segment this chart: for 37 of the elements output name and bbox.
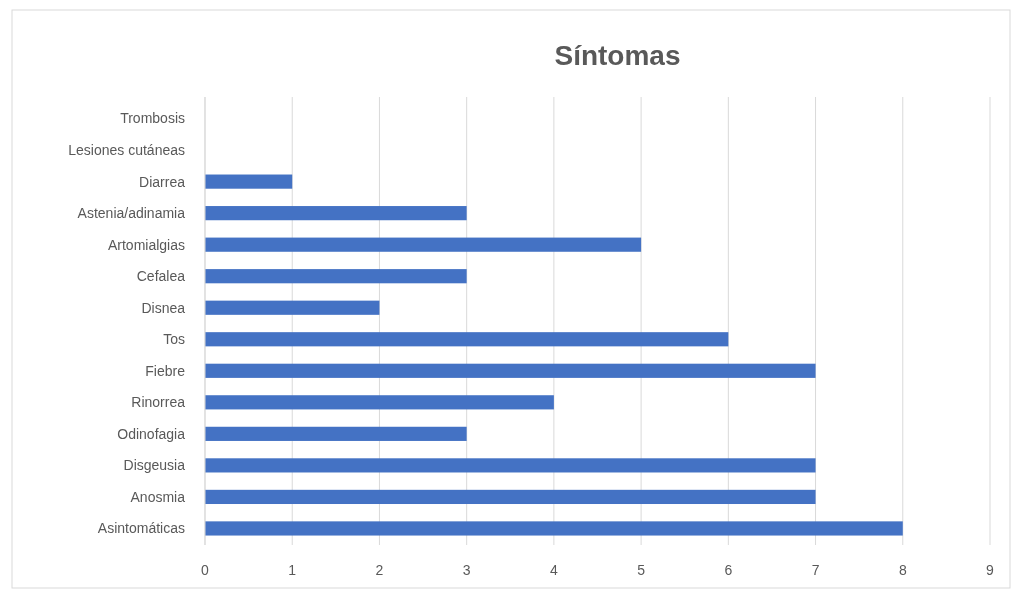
bar [205,458,816,473]
x-tick-label: 0 [201,562,210,578]
x-tick-label: 8 [898,562,907,578]
bar [205,521,903,536]
y-tick-label: Cefalea [136,268,186,285]
bar [205,237,642,252]
y-tick-label: Odinofagia [117,425,186,442]
y-tick-label: Astenia/adinamia [77,205,186,222]
x-tick-label: 7 [811,562,820,578]
bar [205,363,816,378]
y-tick-label: Asintomáticas [97,520,185,537]
bar [205,332,729,347]
y-tick-label: Anosmia [130,488,186,505]
bar [205,426,467,441]
y-tick-label: Disgeusia [123,457,186,474]
bar [205,300,380,315]
y-tick-label: Rinorrea [131,394,186,411]
y-tick-label: Diarrea [139,173,186,190]
y-tick-label: Fiebre [145,362,186,379]
x-tick-label: 5 [637,562,646,578]
y-tick-label: Lesiones cutáneas [68,141,185,158]
y-tick-label: Tos [163,331,185,348]
y-tick-label: Trombosis [120,110,185,127]
bar [205,269,467,284]
x-tick-label: 3 [462,562,471,578]
bar [205,395,554,410]
x-tick-label: 6 [724,562,733,578]
x-tick-label: 2 [375,562,384,578]
bar [205,489,816,505]
x-tick-label: 1 [288,562,297,578]
bar [205,174,293,189]
bar [205,206,467,221]
chart-title: Síntomas [554,40,681,71]
y-tick-label: Disnea [141,299,186,316]
x-tick-label: 4 [549,562,558,578]
x-tick-label: 9 [986,562,995,578]
y-tick-label: Artomialgias [107,236,185,253]
